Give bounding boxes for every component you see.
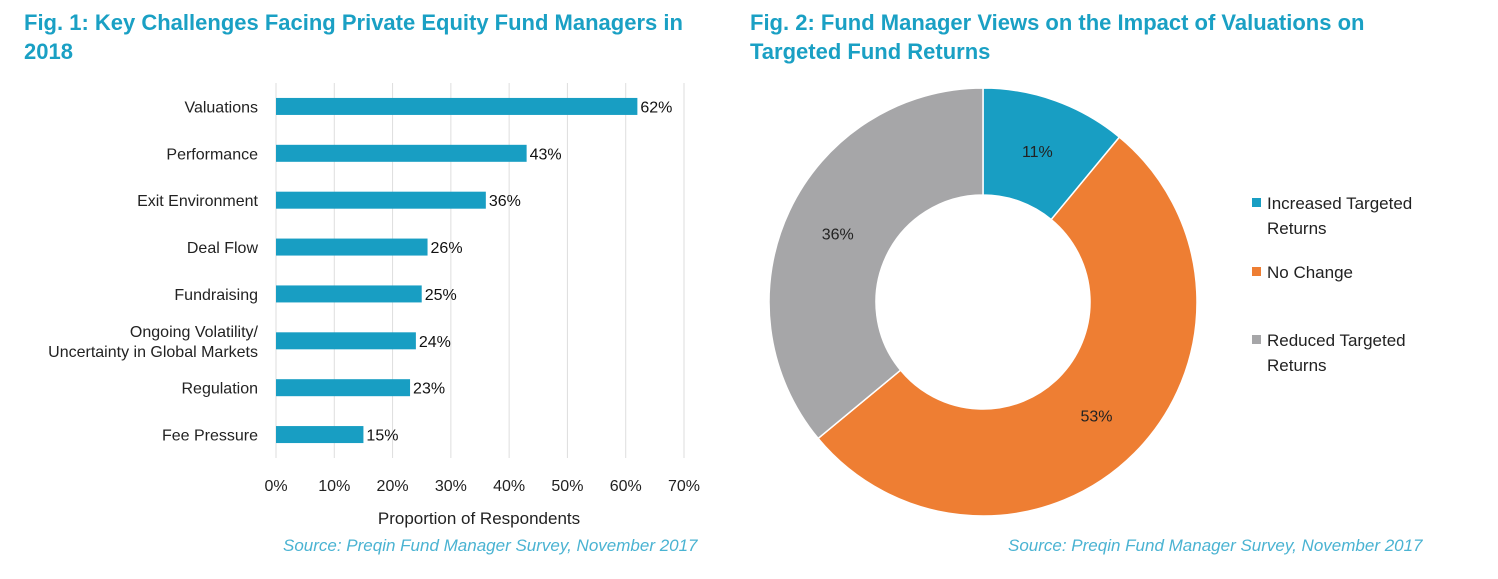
bar (276, 238, 428, 256)
slice-value-label: 53% (1080, 408, 1112, 425)
bar (276, 285, 422, 303)
bar-value-label: 25% (425, 287, 457, 304)
category-label: Valuations (184, 99, 258, 116)
x-tick-label: 60% (610, 478, 642, 495)
legend-label: Returns (1267, 356, 1327, 375)
x-tick-label: 40% (493, 478, 525, 495)
legend-swatch (1252, 267, 1261, 276)
x-tick-label: 50% (551, 478, 583, 495)
category-label: Ongoing Volatility/ (130, 324, 259, 341)
legend-label: Returns (1267, 219, 1327, 238)
bar (276, 191, 486, 209)
x-tick-label: 30% (435, 478, 467, 495)
x-tick-label: 70% (668, 478, 700, 495)
fig2-title: Fig. 2: Fund Manager Views on the Impact… (750, 10, 1365, 64)
legend-swatch (1252, 198, 1261, 207)
bar (276, 332, 416, 350)
bar-chart: 0% 10% 20% 30% 40% 50% 60% 70% 62% Valuations 43% P… (48, 83, 700, 528)
legend-label: Reduced Targeted (1267, 331, 1406, 350)
bar (276, 97, 638, 115)
slice-value-label: 36% (822, 227, 854, 244)
category-label: Performance (166, 146, 258, 163)
bar-value-label: 43% (530, 146, 562, 163)
legend-swatch (1252, 335, 1261, 344)
category-label: Deal Flow (187, 240, 259, 257)
category-label: Fee Pressure (162, 428, 258, 445)
legend-label: Increased Targeted (1267, 194, 1412, 213)
slice-value-label: 11% (1022, 144, 1053, 161)
donut-slice (768, 87, 984, 440)
bar-value-label: 24% (419, 334, 451, 351)
fig1-source: Source: Preqin Fund Manager Survey, Nove… (283, 536, 698, 555)
bar-value-label: 26% (431, 240, 463, 257)
legend-label: No Change (1267, 263, 1353, 282)
category-label: Fundraising (174, 287, 258, 304)
bar-value-label: 23% (413, 381, 445, 398)
x-tick-label: 20% (377, 478, 409, 495)
donut-slice (982, 87, 1121, 221)
x-tick-label: 0% (264, 478, 287, 495)
donut-slice (817, 136, 1198, 517)
x-axis-label: Proportion of Respondents (378, 509, 580, 528)
bar (276, 426, 364, 444)
category-label: Exit Environment (137, 193, 258, 210)
category-label: Regulation (182, 381, 259, 398)
category-label: Uncertainty in Global Markets (48, 344, 258, 361)
x-tick-label: 10% (318, 478, 350, 495)
fig2-source: Source: Preqin Fund Manager Survey, Nove… (1008, 536, 1423, 555)
bar (276, 144, 527, 162)
fig1-title: Fig. 1: Key Challenges Facing Private Eq… (24, 10, 683, 64)
bar (276, 379, 411, 397)
bar-value-label: 36% (489, 193, 521, 210)
bar-value-label: 15% (366, 428, 398, 445)
bar-value-label: 62% (640, 99, 672, 116)
